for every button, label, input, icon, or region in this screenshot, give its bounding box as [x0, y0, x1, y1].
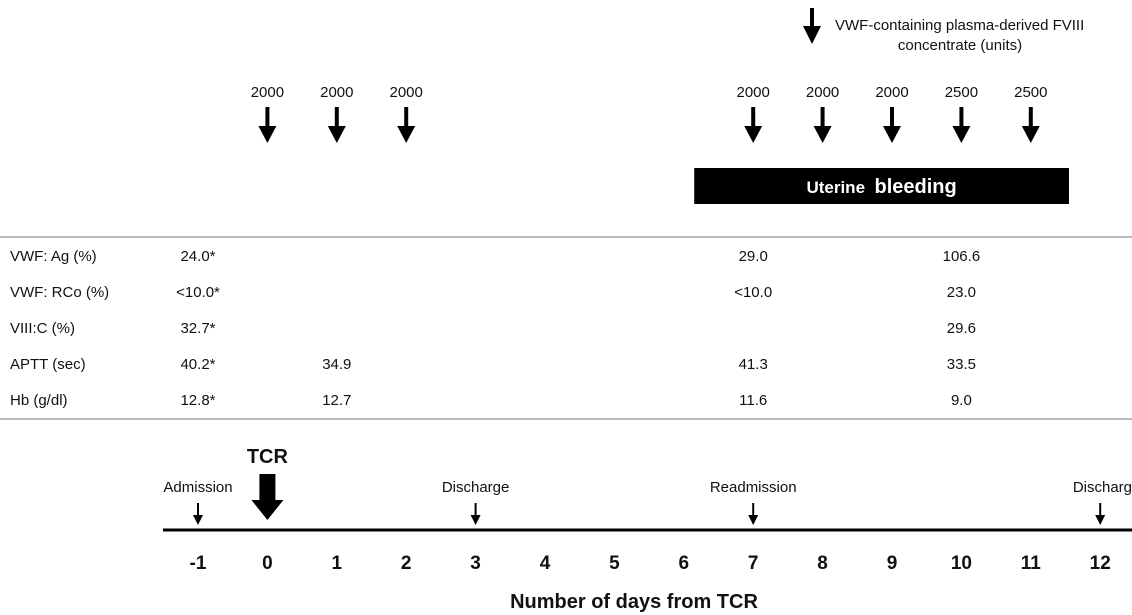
lab-values-table: VWF: Ag (%) 24.0* 29.0 106.6 VWF: RCo (%) <10… — [10, 248, 980, 409]
surgery-arrow-icon — [251, 474, 284, 520]
legend: VWF-containing plasma-derived FVIII conc… — [803, 8, 1084, 54]
tick-label: 3 — [470, 553, 481, 574]
dose-arrow-icon — [1021, 126, 1040, 143]
surgery-label: TCR — [247, 446, 289, 468]
dose-label: 2500 — [945, 84, 978, 101]
timeline: -1 0 1 2 3 4 5 6 7 8 9 10 11 12 Admission Discharge Rea… — [163, 446, 1132, 613]
table-cell: 41.3 — [739, 356, 768, 373]
table-cell: 12.8* — [180, 392, 215, 409]
tick-label: 10 — [951, 553, 972, 574]
event-label: Readmission — [710, 479, 797, 496]
timeline-ticks: -1 0 1 2 3 4 5 6 7 8 9 10 11 12 — [190, 553, 1111, 574]
tick-label: 8 — [817, 553, 828, 574]
dose-label: 2000 — [320, 84, 353, 101]
dose-label: 2000 — [806, 84, 839, 101]
table-cell: 106.6 — [943, 248, 981, 265]
dose-arrow-icon — [327, 126, 346, 143]
table-cell: 29.0 — [739, 248, 768, 265]
table-cell: 32.7* — [180, 320, 215, 337]
event-arrow-icon — [193, 515, 203, 525]
bleeding-bar-rect — [694, 168, 1069, 204]
dose-label: 2000 — [737, 84, 770, 101]
table-cell: 24.0* — [180, 248, 215, 265]
event-arrow-icon — [748, 515, 759, 525]
tick-label: 2 — [401, 553, 412, 574]
dose-arrow-icon — [397, 126, 416, 143]
dose-label: 2000 — [875, 84, 908, 101]
tick-label: 5 — [609, 553, 620, 574]
bleeding-bar-label: Uterine bleeding — [806, 176, 956, 198]
event-arrow-icon — [1095, 515, 1106, 525]
table-cell: 23.0 — [947, 284, 976, 301]
table-cell: 29.6 — [947, 320, 976, 337]
tick-label: 4 — [540, 553, 551, 574]
tick-label: 12 — [1090, 553, 1111, 574]
table-cell: 9.0 — [951, 392, 972, 409]
dose-arrow-icon — [258, 126, 277, 143]
legend-line-1: VWF-containing plasma-derived FVIII — [835, 17, 1084, 34]
uterine-bleeding-bar: Uterine bleeding — [694, 168, 1069, 204]
event-arrow-icon — [470, 515, 481, 525]
x-axis-label: Number of days from TCR — [510, 591, 758, 613]
tick-label: 1 — [332, 553, 343, 574]
tick-label: 0 — [262, 553, 273, 574]
dose-markers: 2000 2000 2000 2000 2000 2000 2500 2500 — [251, 84, 1047, 143]
bleeding-word-1: Uterine — [806, 178, 865, 197]
table-cell: 40.2* — [180, 356, 215, 373]
table-row-label: VWF: RCo (%) — [10, 284, 109, 301]
table-cell: <10.0* — [176, 284, 220, 301]
dose-arrow-icon — [813, 126, 832, 143]
surgery-marker: TCR — [247, 446, 289, 520]
dose-arrow-icon — [744, 126, 763, 143]
tick-label: 11 — [1021, 553, 1042, 574]
table-cell: 33.5 — [947, 356, 976, 373]
table-row-label: VIII:C (%) — [10, 320, 75, 337]
table-cell: <10.0 — [734, 284, 772, 301]
dose-label: 2500 — [1014, 84, 1047, 101]
tick-label: 6 — [679, 553, 690, 574]
table-row-label: APTT (sec) — [10, 356, 86, 373]
table-cell: 11.6 — [739, 392, 767, 409]
legend-arrow-icon — [803, 26, 821, 44]
table-cell: 12.7 — [322, 392, 351, 409]
dose-arrow-icon — [883, 126, 901, 143]
table-row-label: VWF: Ag (%) — [10, 248, 97, 265]
timeline-events: Admission Discharge Readmission Discharg — [163, 479, 1132, 525]
event-label: Admission — [163, 479, 232, 496]
event-label: Discharg — [1073, 479, 1132, 496]
dose-label: 2000 — [251, 84, 284, 101]
tick-label: 9 — [887, 553, 898, 574]
event-label: Discharge — [442, 479, 510, 496]
table-row-label: Hb (g/dl) — [10, 392, 68, 409]
legend-line-2: concentrate (units) — [898, 37, 1022, 54]
dose-label: 2000 — [390, 84, 423, 101]
table-cell: 34.9 — [322, 356, 351, 373]
bleeding-word-2: bleeding — [874, 176, 956, 198]
dose-arrow-icon — [952, 126, 971, 143]
tick-label: 7 — [748, 553, 759, 574]
tick-label: -1 — [190, 553, 207, 574]
